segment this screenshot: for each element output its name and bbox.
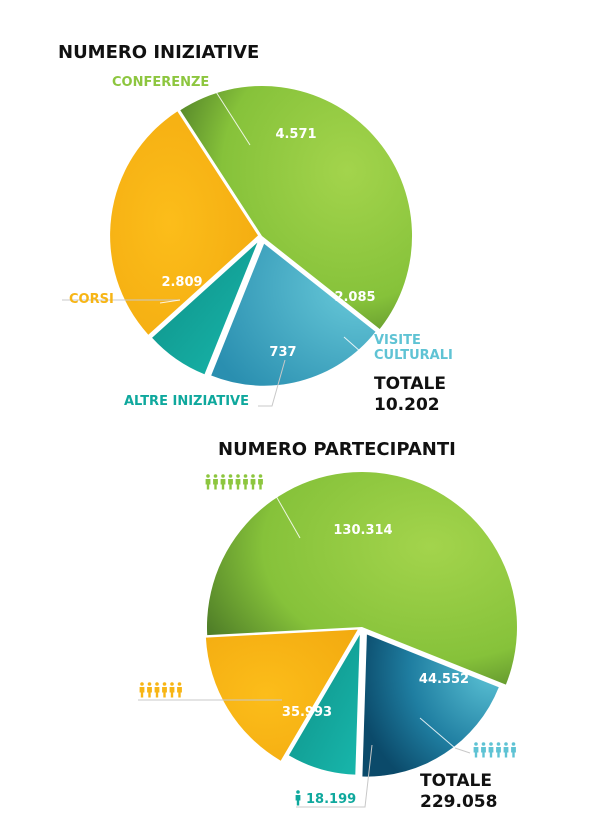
slice-conferenze (180, 85, 413, 329)
leader-teal (296, 744, 373, 808)
slice-corsi (110, 111, 259, 335)
person-icon (250, 474, 256, 490)
person-icon (235, 474, 241, 490)
leader-conferenze (210, 83, 251, 146)
people-group-icon (205, 474, 263, 490)
total-label: TOTALE (374, 374, 446, 394)
person-icon (496, 742, 501, 758)
pie-1 (110, 85, 413, 386)
chart-iniziative: NUMERO INIZIATIVE 4.571 2.809 2.085 737 … (58, 42, 453, 415)
value-partecipanti-green: 130.314 (333, 523, 392, 538)
slice-altre-iniziative (152, 242, 258, 375)
label-conferenze: CONFERENZE (112, 75, 209, 90)
person-icon (243, 474, 248, 490)
leader-visite (343, 336, 371, 361)
person-icon (503, 742, 509, 758)
value-corsi: 2.809 (161, 275, 202, 290)
pie-2 (205, 472, 517, 777)
person-icon (473, 742, 479, 758)
total-label: TOTALE (420, 771, 492, 791)
total-value: 229.058 (420, 792, 497, 812)
value-partecipanti-yellow: 35.993 (282, 705, 332, 720)
leader-blue-outer (454, 747, 471, 754)
person-icon (228, 474, 233, 490)
leader-corsi-inner (159, 299, 181, 304)
value-partecipanti-teal: 18.199 (306, 792, 356, 807)
value-altre-iniziative: 737 (269, 345, 296, 360)
people-group-icon (473, 742, 516, 758)
slice-partecipanti-blue (362, 634, 499, 777)
chart-title: NUMERO INIZIATIVE (58, 42, 259, 63)
label-visite-line1: VISITE (374, 333, 421, 348)
slice-partecipanti-yellow (205, 629, 358, 761)
label-corsi: CORSI (69, 292, 114, 307)
total-value: 10.202 (374, 395, 440, 415)
chart-title: NUMERO PARTECIPANTI (218, 439, 456, 460)
leader-altre (258, 359, 286, 407)
value-partecipanti-blue: 44.552 (419, 672, 469, 687)
slice-partecipanti-teal (288, 634, 360, 775)
person-icon (481, 742, 486, 758)
person-icon (147, 682, 152, 698)
leader-green (275, 495, 301, 539)
value-visite-culturali: 2.085 (334, 290, 375, 305)
person-icon (169, 682, 175, 698)
slice-visite-culturali (211, 243, 376, 386)
person-icon (213, 474, 218, 490)
value-conferenze: 4.571 (275, 127, 316, 142)
leader-blue (419, 717, 456, 749)
person-icon (295, 790, 301, 806)
person-icon (162, 682, 167, 698)
label-visite-line2: CULTURALI (374, 348, 453, 363)
label-altre-iniziative: ALTRE INIZIATIVE (124, 394, 249, 409)
person-icon (220, 474, 226, 490)
person-icon (488, 742, 494, 758)
chart-partecipanti: NUMERO PARTECIPANTI 130.314 35.993 44.55… (138, 439, 517, 812)
person-icon (511, 742, 516, 758)
people-group-icon (139, 682, 182, 698)
person-icon (258, 474, 263, 490)
person-icon (177, 682, 182, 698)
person-icon (205, 474, 211, 490)
person-icon (154, 682, 160, 698)
slice-partecipanti-green (206, 472, 517, 685)
person-icon (139, 682, 145, 698)
